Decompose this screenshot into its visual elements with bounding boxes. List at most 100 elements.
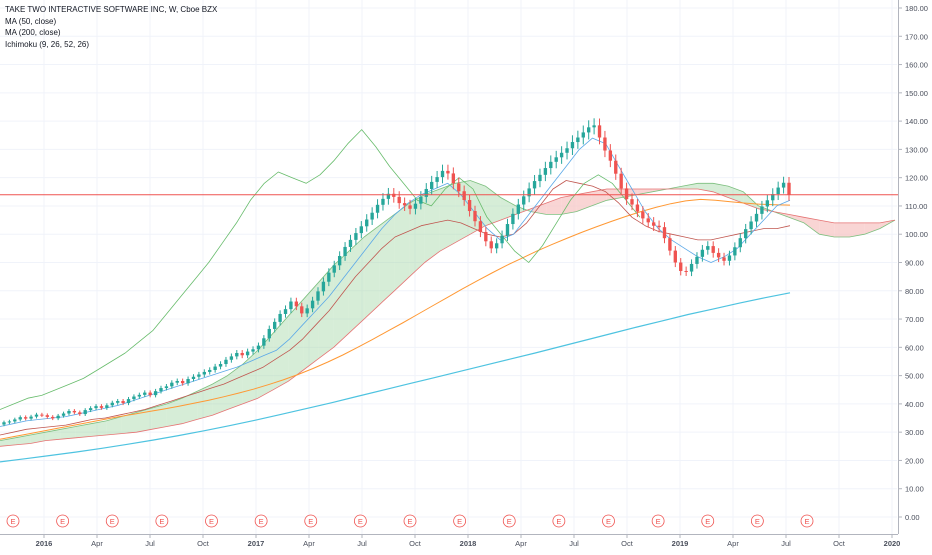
earnings-marker: E	[502, 514, 516, 528]
candle-body	[13, 419, 17, 422]
candle-body	[386, 193, 391, 199]
earnings-marker-circle	[750, 514, 764, 528]
cloud-segment	[242, 350, 258, 404]
y-tick-label: 90.00	[905, 259, 924, 268]
y-tick-label: 40.00	[905, 400, 924, 409]
candle-body	[213, 366, 217, 370]
cloud-segment	[804, 217, 820, 235]
earnings-marker-label: E	[556, 517, 561, 526]
candle-body	[457, 183, 461, 192]
x-tick-label: 2019	[672, 539, 689, 548]
legend-study-ma200[interactable]: MA (200, close)	[5, 28, 61, 37]
earnings-marker: E	[6, 514, 20, 528]
candle-body	[549, 161, 553, 169]
earnings-marker-label: E	[804, 517, 809, 526]
candle-body	[348, 239, 353, 247]
cloud-segment	[106, 416, 122, 435]
x-tick-label: Jul	[781, 539, 791, 548]
candle-body	[229, 356, 234, 360]
cloud-segment	[303, 282, 319, 370]
x-tick-label: Jul	[569, 539, 579, 548]
indicator-lines	[0, 129, 896, 463]
tenkan-line	[0, 137, 791, 427]
earnings-marker: E	[205, 514, 218, 528]
candle-body	[170, 382, 174, 387]
earnings-marker-label: E	[110, 517, 115, 526]
ma200-line	[0, 292, 791, 463]
candle-body	[289, 301, 293, 310]
candle-body	[646, 218, 650, 223]
candle-body	[565, 148, 569, 153]
earnings-marker-label: E	[407, 517, 412, 526]
x-tick-label: Oct	[833, 539, 846, 548]
cloud-segment	[182, 391, 198, 424]
earnings-marker-circle	[254, 514, 268, 528]
candle-body	[316, 291, 320, 301]
candle-body	[435, 177, 439, 182]
cloud-segment	[864, 222, 880, 235]
candle-body	[689, 263, 694, 272]
candle-body	[603, 137, 607, 151]
cloud-segment	[30, 432, 46, 444]
candle-body	[662, 227, 667, 239]
earnings-marker-label: E	[507, 517, 512, 526]
cloud-segment	[227, 364, 243, 410]
candle-body	[262, 338, 266, 346]
candle-body	[716, 252, 721, 258]
earnings-marker: E	[304, 514, 318, 528]
candle-body	[587, 127, 591, 133]
candle-body	[126, 399, 131, 404]
candle-body	[99, 406, 104, 408]
candle-body	[473, 211, 477, 222]
cloud-segment	[849, 222, 865, 237]
candle-body	[332, 265, 336, 273]
candle-body	[424, 188, 428, 197]
candle-body	[570, 142, 575, 149]
y-tick-label: 120.00	[905, 174, 928, 183]
cloud-segment	[439, 183, 456, 252]
earnings-marker: E	[552, 514, 566, 528]
candle-body	[327, 272, 331, 282]
cloud-segment	[394, 203, 410, 291]
candle-body	[592, 125, 596, 128]
candle-body	[343, 246, 347, 256]
earnings-marker-label: E	[606, 517, 611, 526]
candle-body	[40, 414, 44, 416]
y-tick-label: 70.00	[905, 315, 924, 324]
cloud-segment	[75, 423, 91, 438]
candle-body	[208, 369, 212, 372]
candle-body	[446, 170, 450, 174]
candle-body	[61, 413, 66, 416]
earnings-marker: E	[155, 514, 169, 528]
legend-study-ichimoku[interactable]: Ichimoku (9, 26, 52, 26)	[5, 39, 90, 49]
earnings-marker-label: E	[159, 517, 164, 526]
earnings-marker-circle	[602, 514, 615, 528]
earnings-marker-circle	[453, 514, 467, 528]
candle-body	[684, 270, 688, 272]
candle-body	[733, 247, 737, 256]
candle-body	[132, 396, 136, 400]
cloud-segment	[166, 398, 182, 427]
candle-body	[23, 417, 28, 419]
ichimoku-cloud	[0, 180, 895, 447]
candle-body	[430, 181, 434, 189]
chikou-line	[0, 129, 641, 410]
earnings-marker-circle	[651, 514, 665, 528]
x-tick-label: 2016	[36, 539, 53, 548]
legend-study-ma50[interactable]: MA (50, close)	[5, 16, 57, 26]
candle-body	[624, 188, 629, 200]
candle-body	[321, 281, 326, 292]
y-tick-label: 60.00	[905, 343, 924, 352]
x-tick-label: Oct	[621, 539, 634, 548]
y-tick-label: 10.00	[905, 485, 924, 494]
earnings-marker: E	[701, 514, 715, 528]
candle-body	[180, 380, 185, 384]
candle-body	[397, 196, 401, 204]
earnings-marker-circle	[701, 514, 715, 528]
candle-body	[143, 392, 147, 395]
candle-body	[310, 300, 315, 309]
candle-body	[300, 306, 304, 314]
cloud-segment	[136, 408, 152, 433]
earnings-marker: E	[602, 514, 615, 528]
